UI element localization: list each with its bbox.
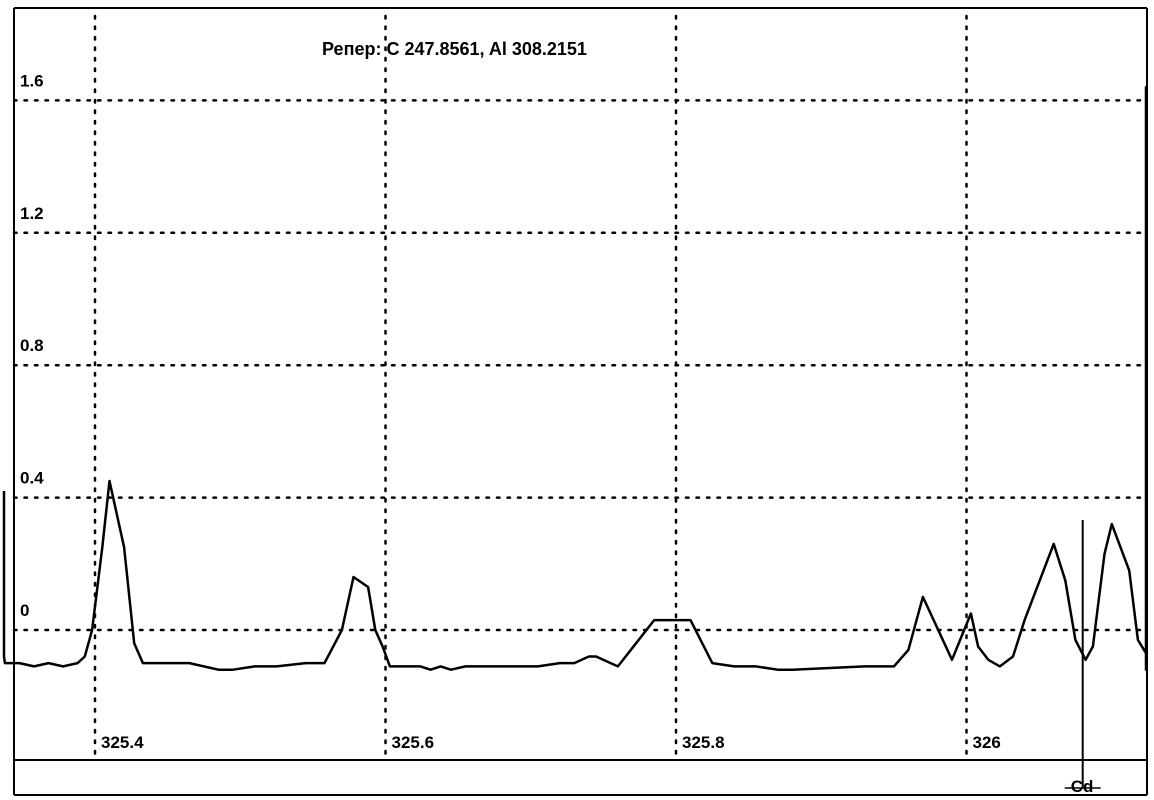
- y-tick-labels: 0 0.4 0.8 1.2 1.6: [20, 71, 44, 620]
- grid-layer: [12, 14, 1149, 760]
- y-tick-label: 1.6: [20, 71, 44, 90]
- spectrum-line: [2, 85, 1148, 671]
- marker-layer: Cd: [1064, 520, 1101, 796]
- y-tick-label: 0: [20, 601, 29, 620]
- x-tick-label: 326: [973, 733, 1001, 752]
- y-tick-label: 1.2: [20, 204, 44, 223]
- x-tick-label: 325.8: [682, 733, 725, 752]
- x-tick-label: 325.4: [101, 733, 144, 752]
- series-layer: [2, 85, 1148, 671]
- cd-marker-label: Cd: [1071, 777, 1094, 796]
- y-tick-label: 0.8: [20, 336, 44, 355]
- y-tick-label: 0.4: [20, 469, 44, 488]
- chart-title: Репер: C 247.8561, Al 308.2151: [322, 39, 587, 59]
- x-tick-label: 325.6: [392, 733, 435, 752]
